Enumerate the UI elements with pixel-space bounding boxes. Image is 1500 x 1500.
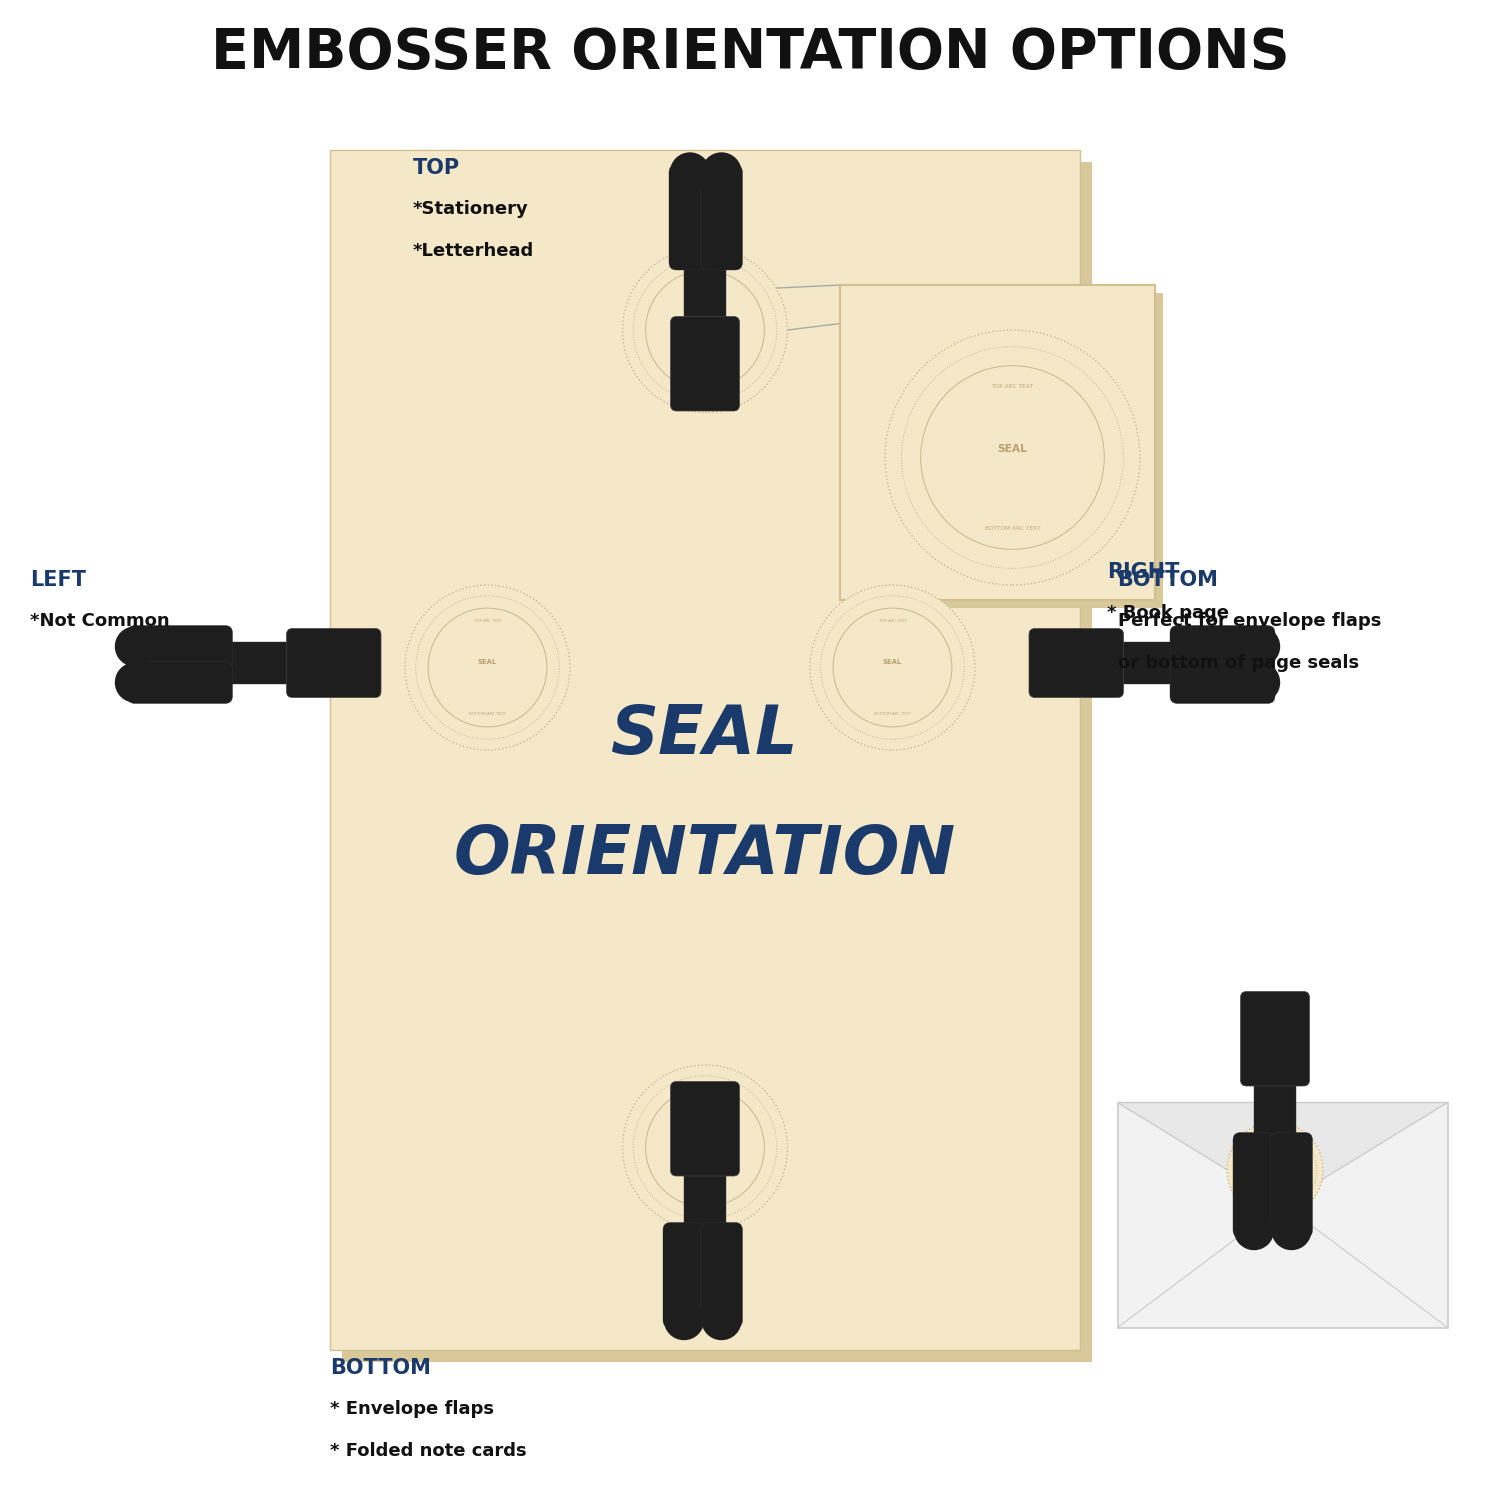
FancyBboxPatch shape — [1254, 1068, 1296, 1152]
Text: BOTTOM: BOTTOM — [330, 1358, 430, 1377]
Text: TOP ARC TEXT: TOP ARC TEXT — [992, 384, 1033, 388]
FancyBboxPatch shape — [128, 662, 232, 704]
Text: *Not Common: *Not Common — [30, 612, 170, 630]
Text: TOP ARC TEXT: TOP ARC TEXT — [692, 282, 718, 286]
Text: BOTTOM ARC TEXT: BOTTOM ARC TEXT — [687, 1191, 723, 1196]
Circle shape — [405, 585, 570, 750]
FancyBboxPatch shape — [1270, 1132, 1312, 1238]
Circle shape — [702, 153, 741, 192]
FancyBboxPatch shape — [670, 1082, 740, 1176]
Polygon shape — [1118, 1102, 1448, 1203]
Text: SEAL: SEAL — [696, 1138, 714, 1144]
Text: * Folded note cards: * Folded note cards — [330, 1442, 526, 1460]
Text: BOTTOM: BOTTOM — [1118, 570, 1218, 590]
Text: SEAL: SEAL — [696, 321, 714, 327]
Bar — [330, 150, 1080, 1350]
Bar — [847, 292, 1162, 608]
Text: EMBOSSER ORIENTATION OPTIONS: EMBOSSER ORIENTATION OPTIONS — [210, 26, 1290, 80]
FancyBboxPatch shape — [128, 626, 232, 668]
FancyBboxPatch shape — [286, 628, 381, 698]
Text: SEAL: SEAL — [1269, 1164, 1281, 1168]
Text: or bottom of page seals: or bottom of page seals — [1118, 654, 1359, 672]
Text: BOTTOM ARC TEXT: BOTTOM ARC TEXT — [1262, 1196, 1288, 1198]
FancyBboxPatch shape — [1106, 642, 1190, 684]
Text: Perfect for envelope flaps: Perfect for envelope flaps — [1118, 612, 1382, 630]
Circle shape — [921, 366, 1104, 549]
Circle shape — [1234, 1210, 1274, 1249]
Bar — [840, 285, 1155, 600]
Text: * Envelope flaps: * Envelope flaps — [330, 1400, 494, 1417]
Circle shape — [116, 663, 154, 702]
Text: *Stationery: *Stationery — [413, 200, 528, 217]
Text: SEAL: SEAL — [998, 444, 1028, 453]
Text: SEAL: SEAL — [884, 658, 902, 664]
FancyBboxPatch shape — [684, 1158, 726, 1242]
FancyBboxPatch shape — [1170, 662, 1275, 704]
Circle shape — [702, 1300, 741, 1340]
Text: SEAL: SEAL — [478, 658, 496, 664]
Text: LEFT: LEFT — [30, 570, 86, 590]
Bar — [1118, 1102, 1448, 1328]
Bar — [840, 285, 1155, 600]
Circle shape — [670, 153, 710, 192]
Circle shape — [1240, 663, 1280, 702]
Text: TOP ARC TEXT: TOP ARC TEXT — [692, 1100, 718, 1104]
Text: BOTTOM ARC TEXT: BOTTOM ARC TEXT — [986, 526, 1041, 531]
Circle shape — [645, 1088, 765, 1208]
Text: TOP ARC TEXT: TOP ARC TEXT — [1264, 1142, 1286, 1144]
FancyBboxPatch shape — [700, 1222, 742, 1328]
FancyBboxPatch shape — [220, 642, 304, 684]
Text: SEAL: SEAL — [610, 702, 800, 768]
Text: BOTTOM ARC TEXT: BOTTOM ARC TEXT — [874, 711, 910, 716]
Text: TOP ARC TEXT: TOP ARC TEXT — [879, 620, 906, 624]
Text: TOP: TOP — [413, 158, 459, 177]
Circle shape — [622, 248, 788, 412]
Circle shape — [427, 608, 548, 728]
FancyBboxPatch shape — [700, 165, 742, 270]
Circle shape — [810, 585, 975, 750]
Circle shape — [622, 1065, 788, 1230]
Text: TOP ARC TEXT: TOP ARC TEXT — [474, 620, 501, 624]
Text: RIGHT: RIGHT — [1107, 562, 1179, 582]
FancyBboxPatch shape — [1170, 626, 1275, 668]
FancyBboxPatch shape — [1240, 992, 1310, 1086]
Circle shape — [664, 1300, 704, 1340]
Circle shape — [645, 270, 765, 390]
Circle shape — [1240, 1136, 1310, 1204]
FancyBboxPatch shape — [669, 165, 711, 270]
Text: *Letterhead: *Letterhead — [413, 242, 534, 260]
Text: BOTTOM ARC TEXT: BOTTOM ARC TEXT — [470, 711, 506, 716]
Text: ORIENTATION: ORIENTATION — [454, 822, 956, 888]
FancyBboxPatch shape — [1233, 1132, 1275, 1238]
Circle shape — [833, 608, 952, 728]
Circle shape — [1227, 1122, 1323, 1218]
Circle shape — [116, 627, 154, 666]
Circle shape — [1240, 627, 1280, 666]
Text: * Book page: * Book page — [1107, 604, 1228, 622]
FancyBboxPatch shape — [684, 251, 726, 334]
Bar — [342, 162, 1092, 1362]
FancyBboxPatch shape — [670, 316, 740, 411]
Text: BOTTOM ARC TEXT: BOTTOM ARC TEXT — [687, 374, 723, 378]
FancyBboxPatch shape — [663, 1222, 705, 1328]
FancyBboxPatch shape — [1029, 628, 1124, 698]
Circle shape — [885, 330, 1140, 585]
Circle shape — [1272, 1210, 1311, 1249]
